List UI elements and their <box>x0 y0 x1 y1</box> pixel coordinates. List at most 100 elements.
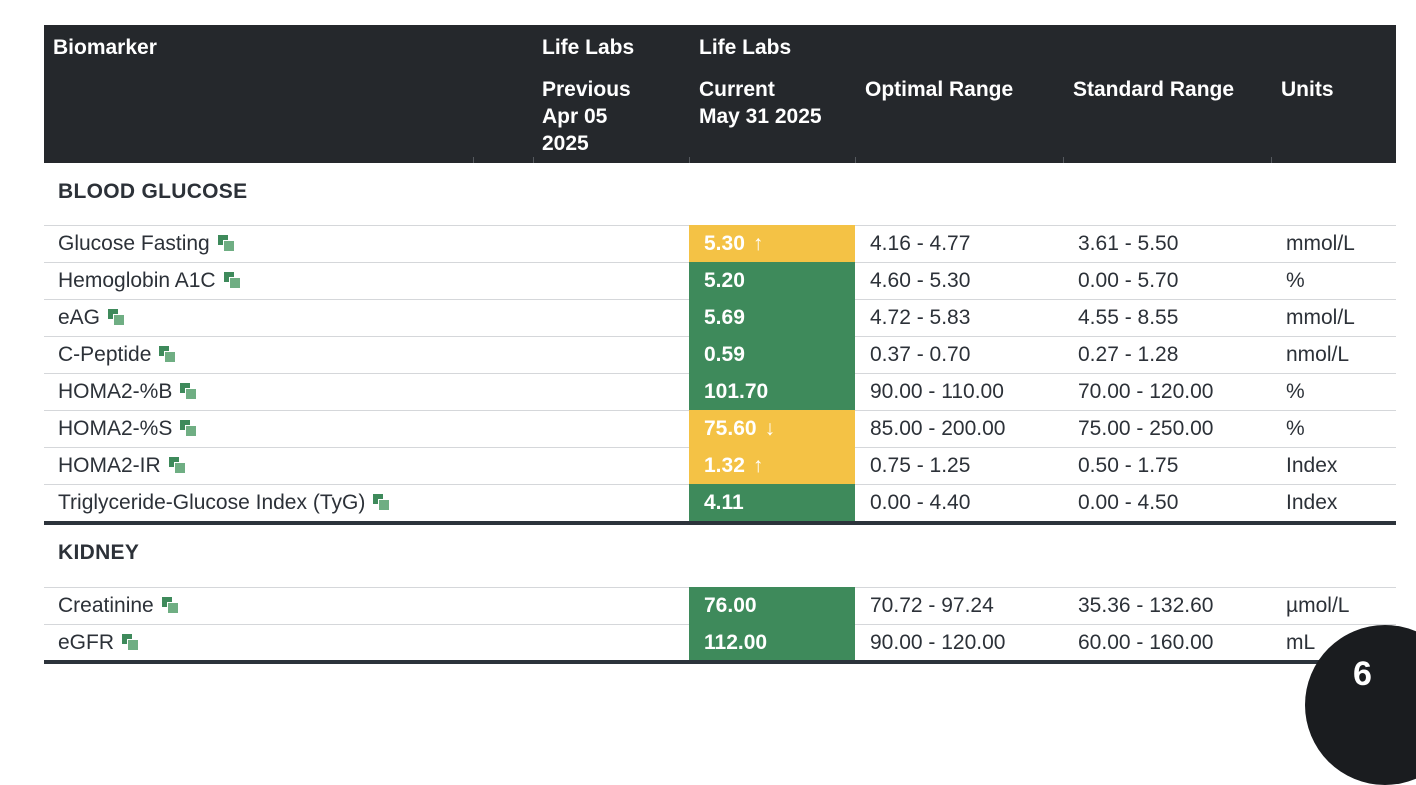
copy-icon[interactable] <box>159 346 176 362</box>
standard-range: 35.36 - 132.60 <box>1078 594 1214 617</box>
biomarker-name[interactable]: HOMA2-IR <box>58 447 185 484</box>
biomarker-name[interactable]: eAG <box>58 299 125 336</box>
table-row[interactable]: C-Peptide 0.59 0.37 - 0.70 0.27 - 1.28 nmol/… <box>44 336 1396 373</box>
header-prev-label: Previous <box>542 78 631 101</box>
arrow-down-icon: ↓ <box>764 417 776 440</box>
current-value: 101.70 <box>704 380 769 403</box>
biomarker-label: eGFR <box>58 631 115 654</box>
header-prev-date-2: 2025 <box>542 132 589 155</box>
section-title: KIDNEY <box>58 541 140 564</box>
standard-range: 70.00 - 120.00 <box>1078 380 1214 403</box>
table-row[interactable]: HOMA2-IR 1.32 ↑ 0.75 - 1.25 0.50 - 1.75 Index <box>44 447 1396 484</box>
units: % <box>1286 380 1305 403</box>
optimal-range: 4.16 - 4.77 <box>870 232 971 255</box>
badge-count: 6 <box>1353 655 1372 693</box>
biomarker-label: C-Peptide <box>58 343 152 366</box>
biomarker-label: HOMA2-%S <box>58 417 173 440</box>
optimal-range: 85.00 - 200.00 <box>870 417 1006 440</box>
units: µmol/L <box>1286 594 1350 617</box>
header-standard: Standard Range <box>1073 78 1235 101</box>
copy-icon[interactable] <box>373 494 390 510</box>
arrow-up-icon: ↑ <box>752 232 764 255</box>
biomarker-name[interactable]: Glucose Fasting <box>58 225 234 262</box>
biomarker-label: HOMA2-IR <box>58 454 161 477</box>
current-value: 76.00 <box>704 594 757 617</box>
biomarker-label: Triglyceride-Glucose Index (TyG) <box>58 491 366 514</box>
current-value-cell: 5.69 <box>689 299 855 336</box>
optimal-range: 0.75 - 1.25 <box>870 454 971 477</box>
table-row[interactable]: Hemoglobin A1C 5.20 4.60 - 5.30 0.00 - 5.70… <box>44 262 1396 299</box>
optimal-range: 90.00 - 110.00 <box>870 380 1004 403</box>
standard-range: 75.00 - 250.00 <box>1078 417 1214 440</box>
column-divider <box>533 157 534 163</box>
header-units: Units <box>1281 78 1334 101</box>
current-value-cell: 101.70 <box>689 373 855 410</box>
copy-icon[interactable] <box>223 272 240 288</box>
table-row[interactable]: HOMA2-%S 75.60 ↓ 85.00 - 200.00 75.00 - 250.… <box>44 410 1396 447</box>
table-row[interactable]: Triglyceride-Glucose Index (TyG) 4.11 0.00… <box>44 484 1396 521</box>
column-divider <box>1063 157 1064 163</box>
header-optimal: Optimal Range <box>865 78 1014 101</box>
copy-icon[interactable] <box>180 420 197 436</box>
current-value-cell: 1.32 ↑ <box>689 447 855 484</box>
biomarker-name[interactable]: HOMA2-%S <box>58 410 197 447</box>
table-row[interactable]: Creatinine 76.00 70.72 - 97.24 35.36 - 132.… <box>44 587 1396 624</box>
biomarker-name[interactable]: HOMA2-%B <box>58 373 197 410</box>
table-row[interactable]: eAG 5.69 4.72 - 5.83 4.55 - 8.55 mmol/L <box>44 299 1396 336</box>
current-value: 5.20 <box>704 269 745 292</box>
current-value: 75.60 <box>704 417 757 440</box>
standard-range: 3.61 - 5.50 <box>1078 232 1179 255</box>
current-value: 5.30 <box>704 232 745 255</box>
standard-range: 0.50 - 1.75 <box>1078 454 1179 477</box>
copy-icon[interactable] <box>217 235 234 251</box>
biomarker-name[interactable]: Creatinine <box>58 587 178 624</box>
column-divider <box>855 157 856 163</box>
units: % <box>1286 417 1305 440</box>
section-end-divider <box>44 660 1396 664</box>
optimal-range: 4.60 - 5.30 <box>870 269 971 292</box>
copy-icon[interactable] <box>161 597 178 613</box>
units: mmol/L <box>1286 232 1355 255</box>
biomarker-label: Creatinine <box>58 594 154 617</box>
current-value: 4.11 <box>704 491 744 514</box>
current-value-cell: 4.11 <box>689 484 855 521</box>
standard-range: 0.27 - 1.28 <box>1078 343 1179 366</box>
current-value: 112.00 <box>704 631 768 654</box>
optimal-range: 70.72 - 97.24 <box>870 594 994 617</box>
table-row[interactable]: eGFR 112.00 90.00 - 120.00 60.00 - 160.00 mL <box>44 624 1396 661</box>
units: % <box>1286 269 1305 292</box>
biomarker-label: eAG <box>58 306 101 329</box>
optimal-range: 4.72 - 5.83 <box>870 306 971 329</box>
current-value-cell: 5.30 ↑ <box>689 225 855 262</box>
copy-icon[interactable] <box>122 634 139 650</box>
table-row[interactable]: HOMA2-%B 101.70 90.00 - 110.00 70.00 - 120.… <box>44 373 1396 410</box>
header-curr-label: Current <box>699 78 775 101</box>
current-value-cell: 112.00 <box>689 624 855 661</box>
optimal-range: 0.37 - 0.70 <box>870 343 971 366</box>
biomarker-name[interactable]: Triglyceride-Glucose Index (TyG) <box>58 484 390 521</box>
column-divider <box>689 157 690 163</box>
optimal-range: 0.00 - 4.40 <box>870 491 971 514</box>
copy-icon[interactable] <box>108 309 125 325</box>
arrow-up-icon: ↑ <box>752 454 764 477</box>
current-value: 5.69 <box>704 306 745 329</box>
copy-icon[interactable] <box>180 383 197 399</box>
standard-range: 0.00 - 5.70 <box>1078 269 1179 292</box>
section-title: BLOOD GLUCOSE <box>58 180 248 203</box>
header-biomarker: Biomarker <box>53 36 157 59</box>
biomarker-name[interactable]: Hemoglobin A1C <box>58 262 240 299</box>
biomarker-label: Hemoglobin A1C <box>58 269 216 292</box>
current-value-cell: 0.59 <box>689 336 855 373</box>
biomarker-name[interactable]: eGFR <box>58 624 139 661</box>
current-value-cell: 5.20 <box>689 262 855 299</box>
column-divider <box>1271 157 1272 163</box>
header-prev-lab: Life Labs <box>542 36 635 59</box>
table-row[interactable]: Glucose Fasting 5.30 ↑ 4.16 - 4.77 3.61 - 5.… <box>44 225 1396 262</box>
copy-icon[interactable] <box>168 457 185 473</box>
current-value-cell: 75.60 ↓ <box>689 410 855 447</box>
current-value-cell: 76.00 <box>689 587 855 624</box>
biomarker-name[interactable]: C-Peptide <box>58 336 176 373</box>
biomarker-label: HOMA2-%B <box>58 380 173 403</box>
units: mmol/L <box>1286 306 1355 329</box>
units: nmol/L <box>1286 343 1350 366</box>
